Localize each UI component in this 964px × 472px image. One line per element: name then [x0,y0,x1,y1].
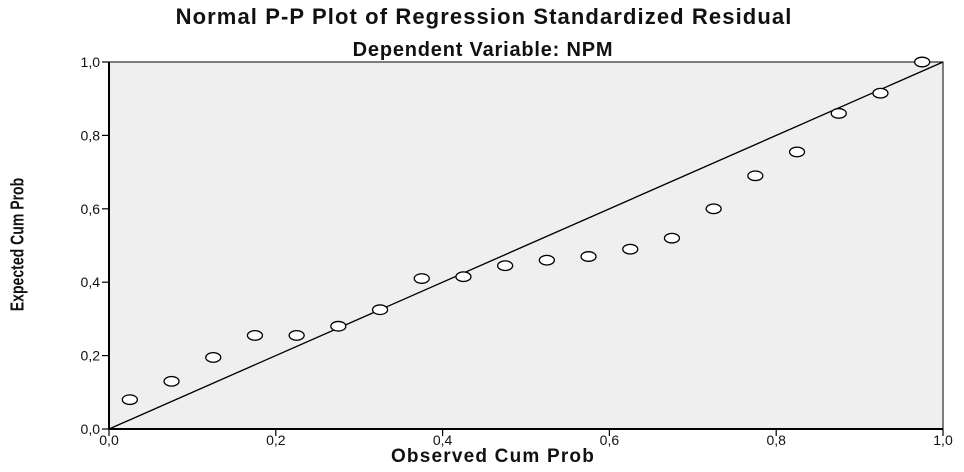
x-axis-label: Observed Cum Prob [390,446,596,467]
chart-title: Normal P-P Plot of Regression Standardiz… [175,4,793,29]
data-point [872,87,889,99]
data-point [622,243,639,255]
data-point [330,320,347,332]
y-tick-label: 0,8 [81,127,101,143]
y-tick-label: 0,0 [81,421,101,437]
data-point [538,254,555,266]
y-tick-label: 0,4 [81,274,101,290]
y-tick-label: 0,2 [81,348,101,364]
reference-diagonal-line [108,61,944,430]
data-point [288,329,305,341]
data-point [830,107,847,119]
x-tick-label: 0,4 [433,432,453,448]
x-tick-label: 1,0 [933,432,953,448]
data-point [705,203,722,215]
x-tick-label: 0,6 [600,432,620,448]
data-point [788,146,806,158]
axes-group [108,61,944,430]
data-point [455,271,472,283]
data-point [747,170,764,182]
data-points-group [121,56,931,406]
data-point [496,260,514,272]
data-point [413,273,430,284]
x-tick-label: 0,2 [266,432,286,448]
data-point [205,351,222,363]
x-tick-label: 0,8 [766,432,786,448]
y-axis-label: Expected Cum Prob [7,177,28,312]
tick-group: 0,00,0 0,2 0,2 0,4 0,4 0,6 0,6 0,8 0,8 1,0 1,0 [81,54,953,448]
data-point [580,251,597,262]
data-point [246,329,264,341]
x-tick-label: 0,0 [99,432,119,448]
y-tick-label: 0,6 [81,201,101,217]
data-point [914,56,931,68]
data-point [663,232,681,244]
chart-subtitle: Dependent Variable: NPM [352,39,614,61]
data-point [163,375,180,387]
reference-line-group [108,61,944,430]
data-point [371,304,389,316]
y-tick-label: 1,0 [81,54,101,70]
data-point [121,394,139,406]
